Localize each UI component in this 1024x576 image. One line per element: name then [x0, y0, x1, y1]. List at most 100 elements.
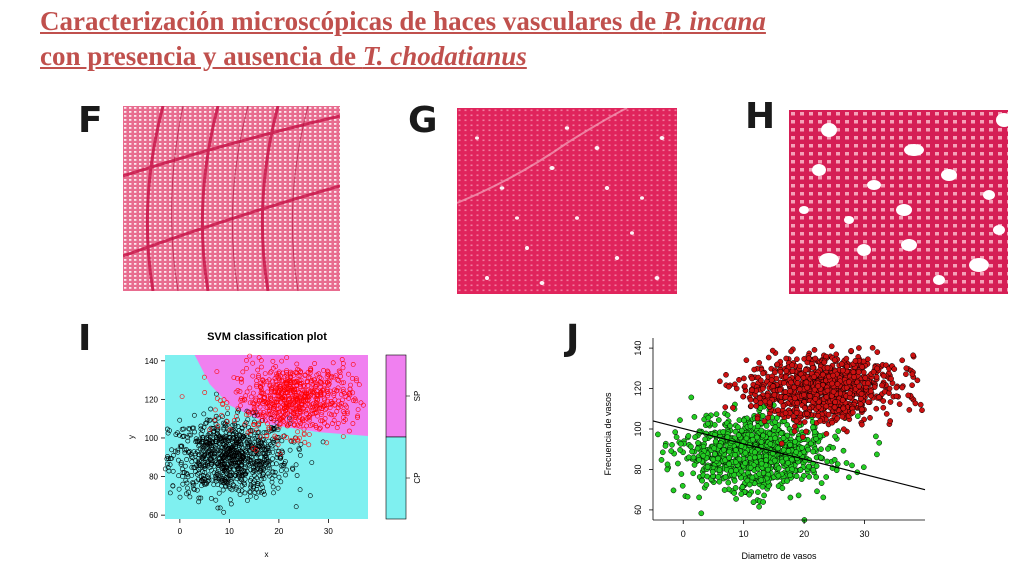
- data-point: [793, 449, 800, 455]
- data-point: [829, 380, 835, 387]
- data-point: [337, 369, 343, 375]
- data-point: [236, 432, 242, 438]
- data-point: [754, 415, 761, 422]
- data-point: [903, 365, 910, 372]
- data-point: [220, 469, 225, 475]
- data-point: [834, 415, 841, 422]
- data-point: [285, 423, 290, 429]
- data-point: [234, 417, 240, 422]
- data-point: [199, 458, 204, 464]
- data-point: [221, 397, 227, 403]
- data-point: [325, 380, 331, 385]
- data-point: [353, 398, 359, 404]
- data-point: [331, 412, 337, 418]
- data-point: [193, 451, 199, 457]
- data-point: [788, 348, 794, 355]
- data-point: [756, 359, 763, 366]
- data-point: [266, 403, 272, 409]
- data-point: [202, 374, 207, 380]
- y-tick-label: 140: [145, 357, 159, 366]
- data-point: [267, 442, 273, 447]
- data-point: [200, 446, 206, 451]
- data-point: [748, 403, 754, 409]
- data-point: [306, 402, 312, 408]
- data-point: [209, 456, 214, 462]
- data-point: [215, 461, 220, 467]
- data-point: [266, 463, 272, 468]
- data-point: [305, 414, 311, 420]
- data-point: [327, 405, 333, 411]
- data-point: [288, 438, 294, 444]
- data-point: [766, 399, 773, 406]
- data-point: [275, 442, 281, 448]
- data-point: [339, 357, 345, 362]
- data-point: [284, 355, 290, 360]
- data-point: [246, 461, 252, 467]
- data-point: [248, 475, 254, 481]
- data-point: [280, 409, 285, 414]
- data-point: [741, 417, 747, 424]
- data-point: [280, 450, 286, 455]
- data-point: [209, 445, 215, 450]
- data-point: [350, 398, 356, 403]
- data-point: [256, 489, 262, 495]
- data-point: [250, 373, 256, 379]
- data-point: [811, 386, 818, 393]
- data-point: [253, 461, 259, 467]
- data-point: [721, 487, 728, 493]
- micrograph-f: [123, 106, 340, 291]
- data-point: [742, 383, 748, 389]
- data-point: [289, 396, 295, 401]
- data-point: [793, 409, 800, 416]
- data-point: [818, 480, 825, 486]
- data-point: [310, 388, 316, 394]
- data-point: [324, 423, 330, 429]
- data-point: [802, 367, 809, 373]
- data-point: [260, 445, 266, 451]
- data-point: [216, 467, 221, 473]
- data-point: [227, 427, 233, 432]
- data-point: [867, 414, 873, 421]
- data-point: [276, 390, 282, 396]
- chart-j-axes: 0 10 20 30 60 80 100 120 140 Diametro de vasos Fre…: [603, 338, 925, 561]
- data-point: [339, 397, 345, 403]
- data-point: [331, 418, 337, 423]
- data-point: [239, 441, 245, 447]
- data-point: [247, 429, 253, 434]
- data-point: [772, 424, 779, 431]
- data-point: [324, 440, 330, 446]
- panel-label-j: J: [566, 318, 580, 359]
- data-point: [195, 438, 201, 444]
- y-tick-label: 80: [633, 464, 643, 474]
- data-point: [286, 383, 292, 389]
- data-point: [346, 391, 352, 396]
- data-point: [278, 463, 284, 468]
- data-point: [840, 426, 847, 433]
- data-point: [846, 379, 852, 385]
- data-point: [336, 368, 342, 374]
- data-point: [725, 383, 732, 390]
- data-point: [298, 441, 304, 447]
- data-point: [340, 386, 346, 392]
- data-point: [747, 455, 753, 461]
- data-point: [272, 410, 278, 416]
- data-point: [251, 413, 257, 419]
- data-point: [335, 378, 341, 383]
- data-point: [219, 412, 224, 418]
- data-point: [747, 396, 754, 403]
- data-point: [804, 384, 811, 391]
- data-point: [738, 468, 745, 475]
- data-point: [187, 494, 193, 500]
- data-point: [266, 448, 272, 453]
- data-point: [780, 435, 787, 441]
- data-point: [791, 423, 798, 430]
- data-point: [860, 464, 867, 471]
- data-point: [248, 484, 254, 490]
- data-point: [689, 448, 695, 455]
- data-point: [280, 433, 286, 439]
- data-point: [235, 447, 241, 452]
- data-point: [185, 434, 190, 440]
- data-point: [198, 474, 204, 480]
- data-point: [830, 388, 837, 395]
- data-point: [839, 367, 846, 374]
